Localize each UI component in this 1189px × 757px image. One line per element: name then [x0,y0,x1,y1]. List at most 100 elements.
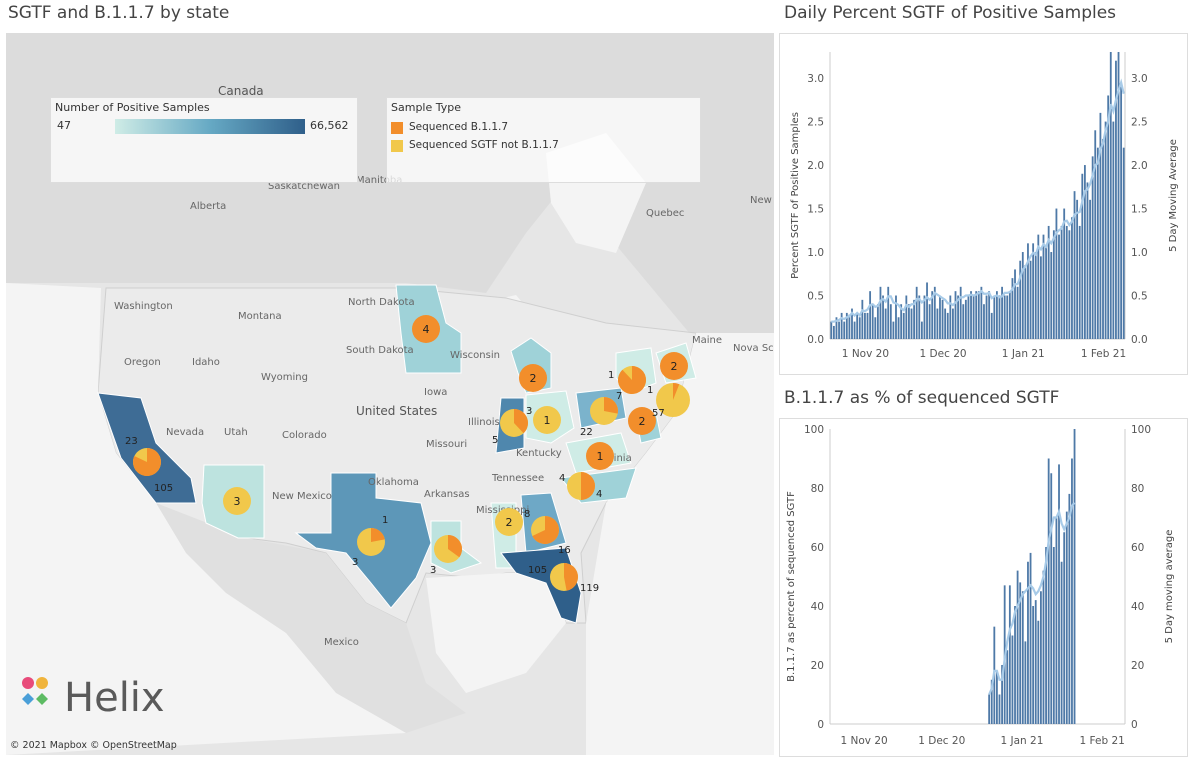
pie-ma[interactable]: 2 [660,352,688,380]
count-tx-bottom: 3 [352,557,358,568]
chart1-bar [1019,260,1022,339]
count-ny-left: 1 [608,370,614,381]
legend-swatch-orange[interactable] [391,122,403,134]
chart1-bar [1052,230,1055,339]
chart1-bar [1058,234,1060,339]
pie-ga[interactable] [531,516,559,544]
chart1-bar [1120,86,1123,340]
chart1-y2tick: 1.5 [1131,204,1148,216]
chart2-ytick: 60 [811,542,824,554]
chart1-bar [977,291,980,339]
pie-al[interactable]: 2 [495,508,523,536]
label-alberta: Alberta [190,201,226,212]
chart1-bar [1102,138,1104,339]
chart2-bar [1039,591,1042,724]
chart2-xtick: 1 Dec 20 [918,735,965,747]
label-north-dakota: North Dakota [348,297,415,308]
map-panel[interactable]: Canada Alberta Saskatchewan Manitoba Que… [6,33,774,755]
chart2-bar [1055,517,1058,724]
chart1-bar [902,312,905,339]
legend-swatch-yellow[interactable] [391,140,403,152]
pie-va[interactable]: 1 [586,442,614,470]
chart1-bar [957,295,959,339]
chart2-y2tick: 100 [1131,424,1151,436]
pie-az[interactable]: 3 [223,487,251,515]
label-nevada: Nevada [166,427,204,438]
chart1-bar [1034,252,1037,339]
pie-tx[interactable] [357,528,385,556]
chart2-bar [1060,561,1063,724]
pie-mn[interactable]: 4 [412,315,440,343]
pie-fl[interactable] [550,563,579,591]
chart1-bar [1073,191,1076,339]
pie-pa[interactable] [590,397,618,425]
atlantic-ocean [586,333,774,755]
chart1-bar [964,299,967,339]
chart1-bar [970,291,972,339]
count-ny-right: 1 [647,385,653,396]
label-canada: Canada [218,84,264,98]
chart1-y2tick: 0.0 [1131,334,1148,346]
chart2-y2tick: 0 [1131,719,1138,731]
chart1-ytick: 0.0 [807,334,824,346]
legend-item-b117[interactable]: Sequenced B.1.1.7 [409,121,509,133]
pie-nyc[interactable] [656,383,690,417]
pie-oh[interactable]: 1 [533,406,561,434]
chart1-bar [1086,182,1089,339]
legend-positive-samples[interactable]: Number of Positive Samples 47 66,562 [50,97,358,183]
chart1-bar [933,286,936,339]
pie-slice-yellow [223,487,251,515]
label-iowa: Iowa [424,387,447,398]
chart1-bar [1107,95,1110,339]
pie-mi[interactable]: 2 [519,364,547,392]
chart1-bar [1016,286,1019,339]
chart1-bar [967,295,970,339]
count-in-left: 5 [492,435,498,446]
chart1-bar [1083,165,1086,339]
pie-la[interactable] [434,535,463,563]
chart2-svg[interactable]: 0 20 40 60 80 100 0 20 40 60 80 100 1 Nov 20 1 Dec 20… [780,419,1187,756]
chart1-bar [913,299,916,339]
pie-slice-orange [532,516,559,544]
chart1-bar [1096,147,1099,339]
chart1-bar [1045,247,1047,339]
pie-nc[interactable] [567,472,595,500]
chart1-bar [845,312,848,339]
helix-logo-text: Helix [64,675,165,721]
chart2-panel[interactable]: 0 20 40 60 80 100 0 20 40 60 80 100 1 Nov 20 1 Dec 20… [779,418,1188,757]
chart1-bar [876,304,879,339]
gulf-of-mexico [426,573,566,693]
label-illinois: Illinois [468,417,500,428]
chart1-bar [1099,112,1102,339]
label-idaho: Idaho [192,357,220,368]
chart1-bar [1065,225,1068,339]
pie-label-ma: 2 [671,360,678,373]
legend-sample-type[interactable]: Sample Type Sequenced B.1.1.7 Sequenced … [386,97,701,183]
chart2-bar [1063,532,1066,724]
label-wyoming: Wyoming [261,372,308,383]
pie-in[interactable] [500,409,529,437]
label-colorado: Colorado [282,430,327,441]
label-united-states: United States [356,404,437,418]
chart1-bar [1089,199,1091,339]
chart1-panel[interactable]: 0.0 0.5 1.0 1.5 2.0 2.5 3.0 0.0 0.5 1.0 1.5 2.0 2.5 3… [779,33,1188,375]
chart1-bar [988,291,991,339]
chart1-bar [931,291,934,339]
pie-ca[interactable] [133,448,161,477]
chart1-ytick: 2.5 [807,117,824,129]
map-copyright[interactable]: © 2021 Mapbox © OpenStreetMap [10,740,177,751]
pie-nj[interactable]: 2 [628,407,656,435]
chart1-bar [959,286,962,339]
chart1-svg[interactable]: 0.0 0.5 1.0 1.5 2.0 2.5 3.0 0.0 0.5 1.0 1.5 2.0 2.5 3… [780,34,1187,374]
chart2-bar [1011,635,1014,724]
legend-item-sgtf[interactable]: Sequenced SGTF not B.1.1.7 [409,139,559,151]
chart1-y2tick: 1.0 [1131,247,1148,259]
chart2-bar [1021,591,1024,724]
count-nc-right: 4 [596,489,602,500]
chart1-ytick: 2.0 [807,160,824,172]
chart2-bar [1032,606,1035,724]
helix-logo-icon [22,677,48,705]
chart2-y2tick: 40 [1131,601,1144,613]
pie-ny[interactable] [618,366,646,395]
